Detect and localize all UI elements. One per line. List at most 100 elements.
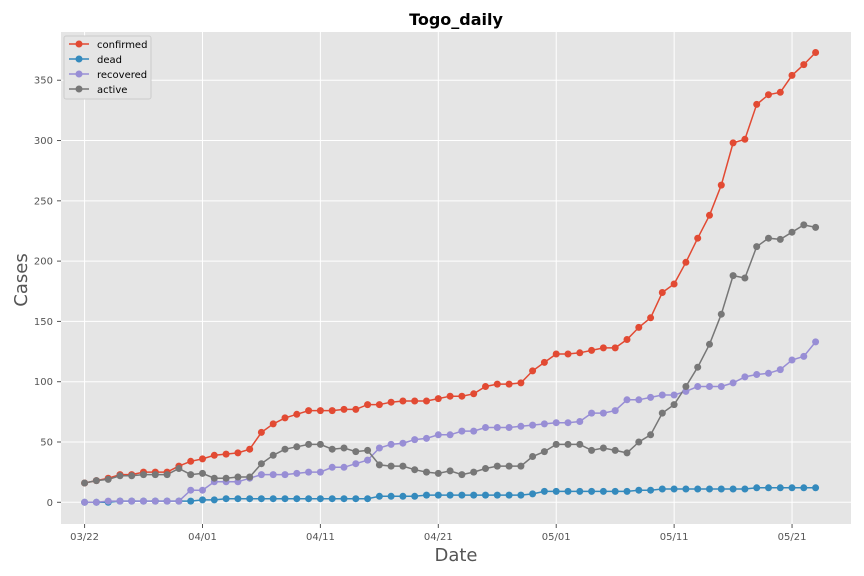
data-point-active xyxy=(470,468,478,476)
data-point-recovered xyxy=(375,444,383,452)
data-point-recovered xyxy=(776,366,784,374)
data-point-dead xyxy=(670,485,678,493)
data-point-recovered xyxy=(599,409,607,417)
data-point-recovered xyxy=(564,419,572,427)
data-point-recovered xyxy=(364,456,372,464)
data-point-recovered xyxy=(199,486,206,494)
data-point-dead xyxy=(470,491,478,499)
data-point-active xyxy=(328,445,336,453)
data-point-recovered xyxy=(800,352,808,360)
data-point-confirmed xyxy=(387,398,395,406)
data-point-dead xyxy=(340,495,348,503)
data-point-dead xyxy=(352,495,360,503)
data-point-dead xyxy=(800,484,808,492)
data-point-active xyxy=(788,228,796,236)
y-tick-labels: 0 50 100 150 200 250 300 350 xyxy=(34,76,61,509)
data-point-active xyxy=(517,462,525,470)
data-point-confirmed xyxy=(470,390,478,398)
data-point-confirmed xyxy=(788,71,796,79)
data-point-recovered xyxy=(187,486,195,494)
data-point-dead xyxy=(411,492,419,500)
data-point-recovered xyxy=(175,497,183,505)
data-point-confirmed xyxy=(505,380,513,388)
data-point-active xyxy=(423,468,430,476)
data-point-dead xyxy=(623,487,631,495)
data-point-confirmed xyxy=(706,211,713,219)
series-points xyxy=(81,49,820,506)
data-point-dead xyxy=(741,485,749,493)
data-point-active xyxy=(706,340,713,348)
data-point-active xyxy=(658,409,666,417)
data-point-active xyxy=(175,465,183,472)
data-point-active xyxy=(116,472,124,480)
data-point-active xyxy=(246,473,254,481)
x-tick-label: 05/11 xyxy=(660,532,689,543)
data-point-confirmed xyxy=(316,407,324,415)
data-point-confirmed xyxy=(210,451,218,459)
y-tick-label: 300 xyxy=(34,136,53,147)
data-point-active xyxy=(293,443,301,451)
data-point-dead xyxy=(529,490,537,498)
data-point-dead xyxy=(765,484,772,492)
data-point-dead xyxy=(187,497,195,505)
data-point-confirmed xyxy=(305,407,313,415)
data-point-recovered xyxy=(92,498,100,506)
data-point-recovered xyxy=(658,391,666,399)
data-point-active xyxy=(493,462,501,470)
data-point-active xyxy=(234,473,242,481)
data-point-dead xyxy=(387,492,395,500)
data-point-active xyxy=(753,243,761,251)
series-points-active xyxy=(81,221,820,487)
data-point-active xyxy=(140,471,147,479)
data-point-active xyxy=(340,444,348,452)
legend-item-confirmed: confirmed xyxy=(69,40,147,51)
data-point-dead xyxy=(364,495,372,503)
data-point-recovered xyxy=(741,373,749,381)
y-tick-label: 150 xyxy=(34,317,53,328)
data-point-dead xyxy=(328,495,336,503)
data-point-active xyxy=(552,440,560,448)
data-point-active xyxy=(647,431,655,439)
data-point-confirmed xyxy=(269,420,277,428)
data-point-recovered xyxy=(694,383,702,390)
data-point-recovered xyxy=(623,396,631,404)
data-point-recovered xyxy=(328,463,336,471)
data-point-dead xyxy=(788,484,796,492)
data-point-active xyxy=(305,440,313,448)
y-tick-label: 350 xyxy=(34,76,53,87)
data-point-recovered xyxy=(505,424,513,431)
data-point-recovered xyxy=(352,460,360,468)
data-point-confirmed xyxy=(635,323,643,331)
data-point-dead xyxy=(576,487,584,495)
legend-marker-active xyxy=(75,85,83,93)
y-tick-label: 50 xyxy=(40,438,53,449)
data-point-dead xyxy=(505,491,513,499)
data-point-recovered xyxy=(517,422,525,430)
data-point-dead xyxy=(717,485,725,493)
data-point-recovered xyxy=(540,420,548,428)
series-points-recovered xyxy=(81,338,820,506)
x-axis-label: Date xyxy=(434,545,477,566)
data-point-recovered xyxy=(163,497,171,505)
data-point-dead xyxy=(564,487,572,495)
data-point-dead xyxy=(493,491,501,499)
data-point-recovered xyxy=(588,409,596,417)
data-point-dead xyxy=(399,492,407,500)
data-point-active xyxy=(387,462,395,470)
data-point-dead xyxy=(706,485,713,493)
data-point-active xyxy=(505,462,513,470)
data-point-active xyxy=(352,448,360,456)
data-point-recovered xyxy=(482,424,489,431)
data-point-recovered xyxy=(788,356,796,364)
data-point-recovered xyxy=(446,431,454,439)
data-point-active xyxy=(151,471,159,479)
data-point-active xyxy=(375,461,383,469)
data-point-confirmed xyxy=(328,407,336,415)
data-point-recovered xyxy=(706,383,713,390)
data-point-confirmed xyxy=(446,392,454,400)
data-point-active xyxy=(576,440,584,448)
data-point-dead xyxy=(446,491,454,499)
data-point-dead xyxy=(210,496,218,504)
data-point-dead xyxy=(611,487,619,495)
y-axis-label: Cases xyxy=(11,253,32,306)
